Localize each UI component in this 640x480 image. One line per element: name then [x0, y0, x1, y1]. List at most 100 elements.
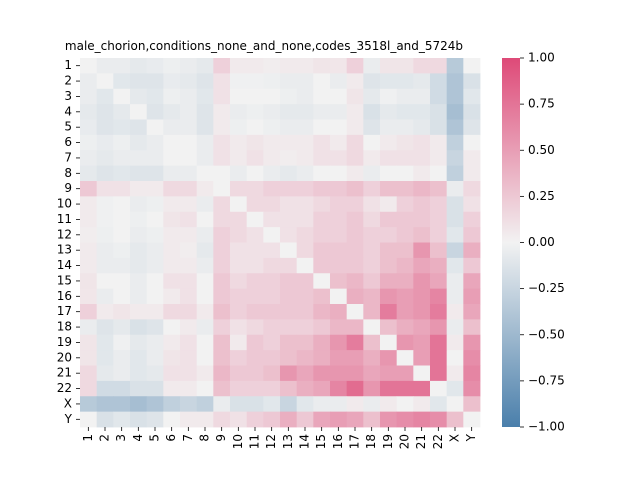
heatmap-cell — [363, 380, 381, 397]
heatmap-cell — [446, 350, 464, 366]
heatmap-cell — [463, 181, 481, 197]
heatmap-cell — [263, 350, 281, 366]
x-tick-label: 7 — [181, 434, 195, 442]
heatmap-cell — [313, 58, 331, 74]
heatmap-cell — [263, 88, 281, 105]
heatmap-cell — [113, 242, 131, 259]
heatmap-cells — [80, 58, 481, 428]
heatmap-cell — [280, 227, 298, 243]
heatmap-cell — [296, 104, 314, 120]
heatmap-cell — [296, 242, 314, 259]
heatmap-cell — [80, 150, 98, 167]
heatmap-cell — [163, 257, 181, 274]
heatmap-cell — [313, 104, 331, 120]
heatmap-cell — [230, 104, 248, 120]
heatmap-cell — [396, 319, 414, 336]
heatmap-cell — [330, 257, 348, 274]
heatmap-cell — [80, 334, 98, 351]
heatmap-cell — [163, 196, 181, 213]
heatmap-cell — [96, 104, 114, 120]
heatmap-cell — [296, 150, 314, 167]
heatmap-cell — [280, 273, 298, 290]
heatmap-cell — [413, 319, 431, 336]
heatmap-cell — [263, 58, 281, 74]
colorbar-tick-label: −1.00 — [528, 420, 565, 434]
colorbar-tick-label: 0.25 — [528, 189, 555, 203]
heatmap-cell — [380, 181, 398, 197]
heatmap-cell — [180, 196, 198, 213]
y-tick-label: 13 — [57, 243, 72, 257]
heatmap-cell — [80, 257, 98, 274]
heatmap-cell — [246, 273, 264, 290]
heatmap-cell — [363, 365, 381, 382]
heatmap-cell — [296, 88, 314, 105]
heatmap-cell — [313, 73, 331, 90]
heatmap-cell — [146, 181, 164, 197]
heatmap-cell — [363, 227, 381, 243]
heatmap-cell — [80, 304, 98, 320]
x-tick-label: 18 — [364, 434, 378, 449]
heatmap-cell — [430, 334, 448, 351]
heatmap-cell — [380, 288, 398, 305]
heatmap-cell — [113, 73, 131, 90]
heatmap-cell — [380, 88, 398, 105]
heatmap-cell — [280, 211, 298, 228]
heatmap-cell — [230, 181, 248, 197]
heatmap-cell — [346, 273, 364, 290]
heatmap-cell — [196, 88, 214, 105]
heatmap-cell — [346, 58, 364, 74]
heatmap-cell — [330, 365, 348, 382]
heatmap-cell — [413, 150, 431, 167]
heatmap-cell — [80, 242, 98, 259]
heatmap-cell — [196, 334, 214, 351]
heatmap-cell — [263, 196, 281, 213]
heatmap-cell — [180, 134, 198, 151]
heatmap-cell — [330, 165, 348, 182]
heatmap-cell — [296, 165, 314, 182]
y-tick-label: 5 — [64, 120, 72, 134]
heatmap-cell — [213, 181, 231, 197]
heatmap-cell — [446, 165, 464, 182]
heatmap-cell — [280, 88, 298, 105]
x-tick-label: 6 — [164, 434, 178, 442]
heatmap-cell — [96, 319, 114, 336]
heatmap-cell — [463, 73, 481, 90]
heatmap-cell — [296, 181, 314, 197]
heatmap-cell — [296, 273, 314, 290]
heatmap-cell — [313, 304, 331, 320]
heatmap-cell — [113, 227, 131, 243]
heatmap-cell — [180, 334, 198, 351]
heatmap-cell — [430, 365, 448, 382]
heatmap-cell — [146, 350, 164, 366]
y-tick-label: 15 — [57, 273, 72, 287]
heatmap-cell — [96, 334, 114, 351]
heatmap-cell — [346, 288, 364, 305]
heatmap-cell — [346, 104, 364, 120]
heatmap-cell — [280, 257, 298, 274]
heatmap-cell — [163, 181, 181, 197]
heatmap-cell — [346, 319, 364, 336]
heatmap-cell — [213, 119, 231, 136]
heatmap-cell — [430, 319, 448, 336]
heatmap-cell — [263, 257, 281, 274]
heatmap-cell — [163, 319, 181, 336]
x-tick-label: 19 — [381, 434, 395, 449]
heatmap-cell — [130, 304, 148, 320]
heatmap-cell — [263, 411, 281, 428]
heatmap-cell — [346, 380, 364, 397]
heatmap-cell — [146, 104, 164, 120]
heatmap-cell — [246, 396, 264, 413]
heatmap-cell — [330, 73, 348, 90]
heatmap-cell — [263, 288, 281, 305]
heatmap-cell — [180, 411, 198, 428]
heatmap-cell — [430, 73, 448, 90]
heatmap-cell — [246, 104, 264, 120]
heatmap-cell — [130, 165, 148, 182]
heatmap-cell — [313, 273, 331, 290]
heatmap-cell — [113, 365, 131, 382]
heatmap-cell — [380, 319, 398, 336]
heatmap-cell — [280, 181, 298, 197]
heatmap-cell — [196, 211, 214, 228]
heatmap-cell — [180, 73, 198, 90]
heatmap-cell — [230, 396, 248, 413]
